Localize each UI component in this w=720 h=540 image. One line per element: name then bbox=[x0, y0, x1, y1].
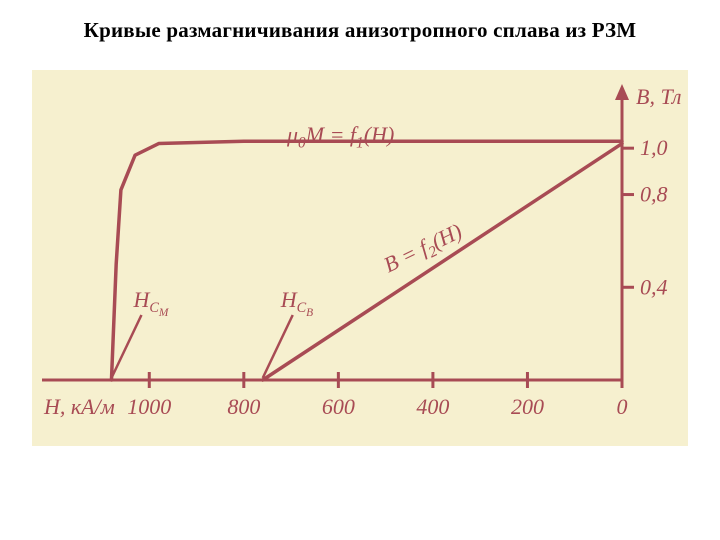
demagnetization-chart: 1000 800 600 400 200 0 H, кА/м 1,0 0,8 0,4 B, Тл μ… bbox=[32, 70, 688, 446]
x-tick-label: 0 bbox=[617, 394, 628, 419]
x-tick-label: 1000 bbox=[127, 394, 171, 419]
x-tick-label: 800 bbox=[227, 394, 260, 419]
y-axis-label: B, Тл bbox=[636, 84, 681, 109]
y-tick-label: 0,8 bbox=[640, 182, 668, 207]
series-B bbox=[263, 144, 622, 380]
page-title: Кривые размагничивания анизотропного спл… bbox=[0, 0, 720, 43]
x-tick-label: 200 bbox=[511, 394, 544, 419]
hc-label-M: HCM bbox=[133, 287, 168, 319]
x-tick-label: 600 bbox=[322, 394, 355, 419]
series-mu0M bbox=[111, 141, 622, 380]
hc-label-B: HCB bbox=[281, 287, 313, 319]
x-tick-label: 400 bbox=[416, 394, 449, 419]
series-label-mu0M: μ0M = f1(H) bbox=[287, 122, 394, 152]
y-tick-label: 1,0 bbox=[640, 135, 668, 160]
hc-pointer-mu0M bbox=[111, 315, 141, 378]
x-axis-label: H, кА/м bbox=[43, 394, 115, 419]
y-axis-arrow bbox=[615, 84, 629, 100]
y-tick-label: 0,4 bbox=[640, 274, 668, 299]
